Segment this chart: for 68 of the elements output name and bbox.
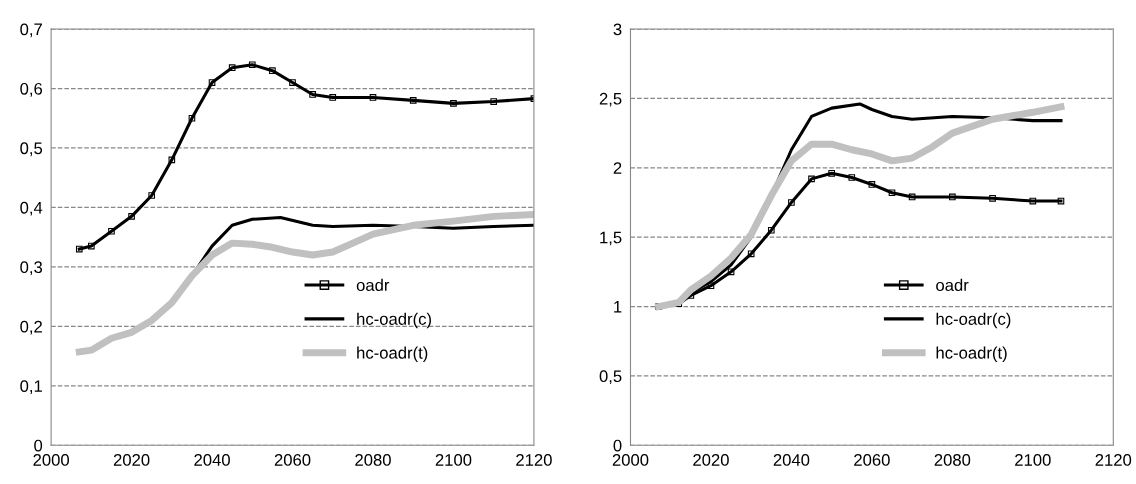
y-tick-label: 2 xyxy=(613,162,622,174)
legend-label: oadr xyxy=(936,278,969,292)
point xyxy=(269,67,276,74)
point xyxy=(1029,197,1037,205)
y-tick-label: 0 xyxy=(34,439,43,452)
x-tick-label: 2100 xyxy=(1015,454,1051,466)
x-tick-label: 2000 xyxy=(33,454,70,466)
y-tick-label: 3 xyxy=(613,23,622,36)
x-tick-label: 2120 xyxy=(1095,454,1132,466)
point xyxy=(409,97,417,104)
point xyxy=(148,192,156,199)
x-tick-label: 2060 xyxy=(854,454,890,466)
point xyxy=(128,213,135,220)
legend-label: hc-oadr(c) xyxy=(936,312,1011,329)
point xyxy=(989,194,996,202)
point xyxy=(490,98,498,105)
point xyxy=(949,193,956,201)
legend-label: hc-oadr(t) xyxy=(357,346,428,363)
x-tick-label: 2120 xyxy=(516,454,552,466)
y-tick-label: 0 xyxy=(613,439,622,452)
point xyxy=(248,61,256,69)
point xyxy=(188,114,196,122)
point xyxy=(808,175,815,183)
point xyxy=(747,250,755,258)
x-tick-label: 2020 xyxy=(693,454,729,466)
x-tick-label: 2040 xyxy=(773,454,810,466)
y-tick-label: 0,4 xyxy=(20,201,43,216)
x-tick-label: 2080 xyxy=(934,454,971,466)
line-series xyxy=(75,61,534,253)
y-tick-label: 0,6 xyxy=(20,82,43,97)
y-tick-label: 0,1 xyxy=(20,380,42,394)
point xyxy=(108,227,115,235)
point xyxy=(828,170,835,177)
x-tick-label: 2020 xyxy=(113,454,150,466)
y-tick-label: 0,5 xyxy=(20,142,43,157)
y-tick-label: 0,7 xyxy=(20,23,42,38)
point xyxy=(329,94,337,101)
point xyxy=(369,94,377,101)
x-tick-label: 2060 xyxy=(274,454,311,466)
point xyxy=(309,91,316,98)
point xyxy=(289,79,296,86)
x-tick-label: 2040 xyxy=(194,454,230,466)
point xyxy=(868,181,876,188)
point xyxy=(450,100,457,107)
x-tick-label: 2000 xyxy=(612,454,649,466)
y-tick-label: 1 xyxy=(614,301,622,313)
y-tick-label: 0,2 xyxy=(20,320,42,335)
x-tick-label: 2080 xyxy=(355,454,391,466)
legend-label: oadr xyxy=(356,278,390,292)
x-tick-label: 2100 xyxy=(435,454,472,466)
point xyxy=(75,245,83,253)
point xyxy=(848,174,856,181)
point xyxy=(908,193,916,201)
point xyxy=(88,242,95,250)
point xyxy=(767,226,775,234)
y-tick-label: 2,5 xyxy=(599,92,622,107)
point xyxy=(1057,197,1065,205)
y-tick-label: 0,3 xyxy=(20,261,43,276)
legend-label: hc-oadr(t) xyxy=(936,346,1007,363)
point xyxy=(727,268,735,276)
point xyxy=(208,79,216,86)
y-tick-label: 1,5 xyxy=(600,231,622,246)
point xyxy=(168,156,176,164)
legend-label: hc-oadr(c) xyxy=(357,312,431,329)
point xyxy=(228,64,236,72)
point xyxy=(788,199,795,206)
point xyxy=(888,189,896,197)
y-tick-label: 0,5 xyxy=(599,370,622,385)
